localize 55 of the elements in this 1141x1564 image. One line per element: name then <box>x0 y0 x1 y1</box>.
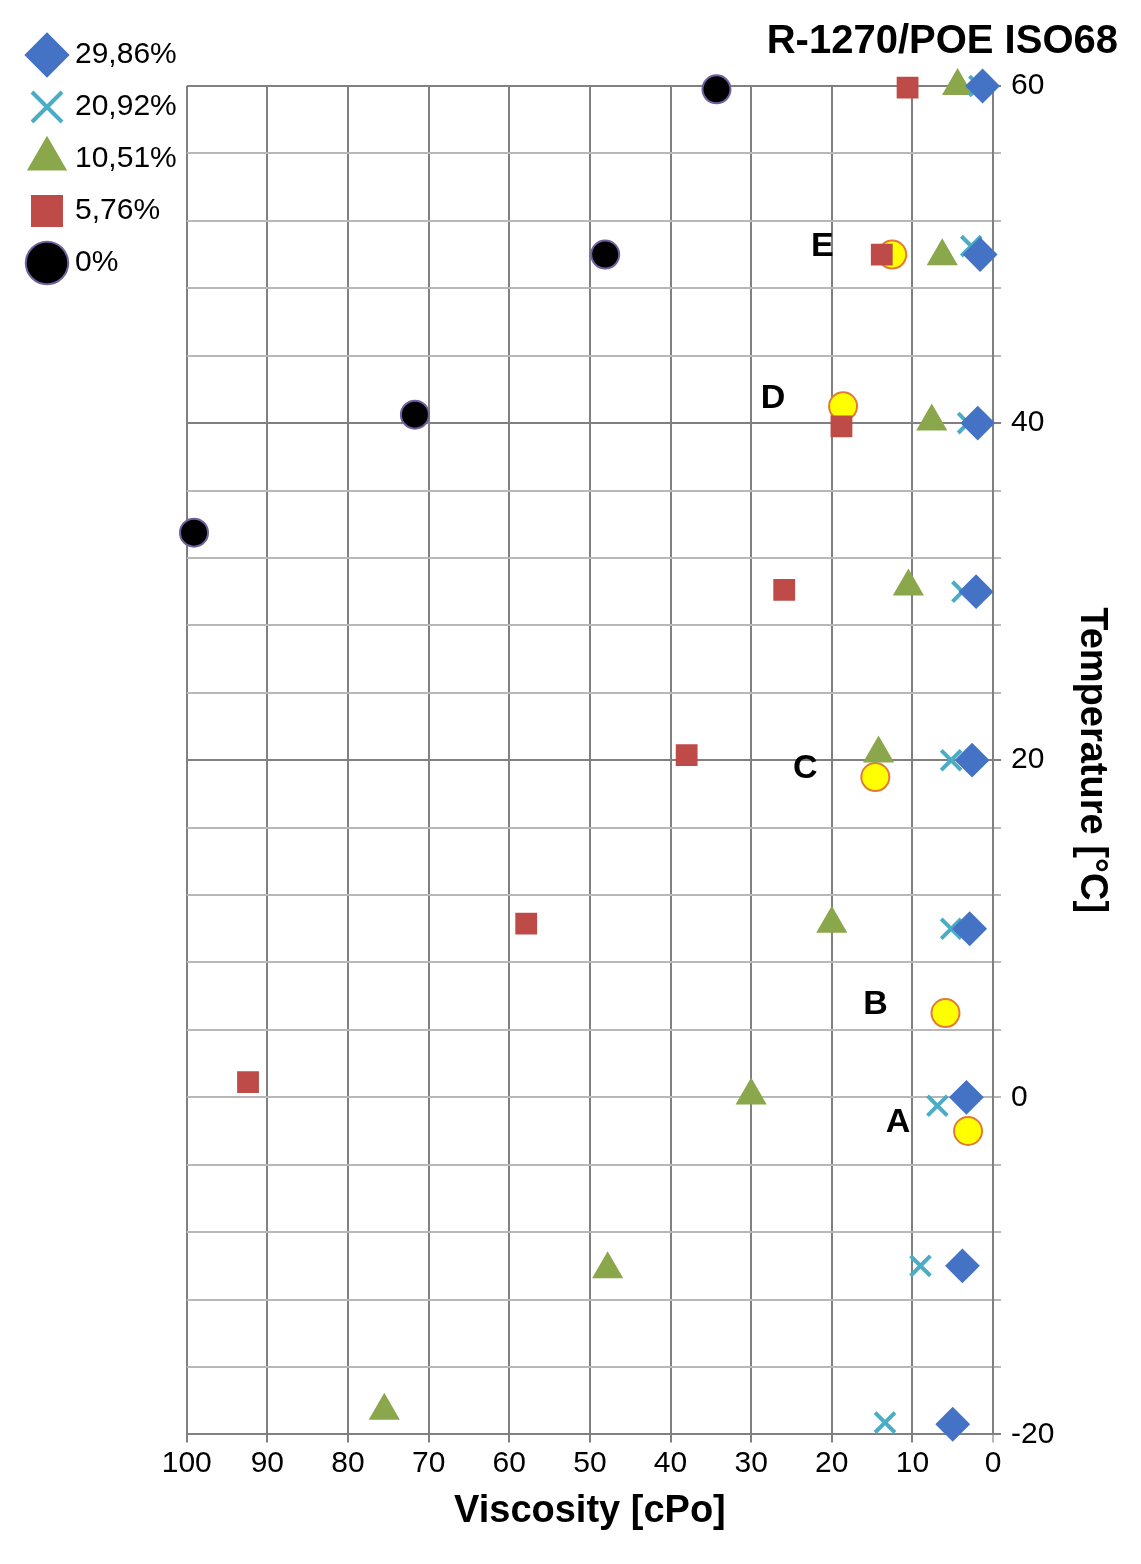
x-tick-label: 20 <box>815 1444 849 1478</box>
x-tick-label: 0 <box>984 1444 1002 1478</box>
annotation: D <box>760 376 786 415</box>
x-axis-title: Viscosity [cPo] <box>454 1487 726 1530</box>
point <box>870 243 893 266</box>
annotation: C <box>793 747 818 786</box>
x-tick-label: 60 <box>492 1444 526 1478</box>
point <box>925 1093 950 1118</box>
x-tick-label: 30 <box>734 1444 768 1478</box>
point <box>930 998 961 1029</box>
annotation: B <box>863 983 888 1022</box>
point <box>945 1248 980 1283</box>
chart-title: R-1270/POE ISO68 <box>766 17 1118 62</box>
point <box>908 1253 933 1278</box>
point <box>179 517 210 548</box>
point <box>860 762 891 793</box>
y-tick-label: 0 <box>1011 1078 1028 1112</box>
x-tick-label: 80 <box>331 1444 365 1478</box>
legend-label: 10,51% <box>75 140 177 174</box>
legend-label: 0% <box>75 244 119 278</box>
y-tick-label: -20 <box>1011 1415 1055 1449</box>
legend-label: 5,76% <box>75 192 161 226</box>
annotation: E <box>810 224 834 263</box>
y-tick-label: 20 <box>1011 741 1045 775</box>
point <box>773 579 796 601</box>
point <box>896 76 919 99</box>
x-tick-label: 40 <box>653 1444 688 1478</box>
y-axis-title: Temperature [°C] <box>1072 607 1115 914</box>
point <box>590 239 621 270</box>
legend-label: 29,86% <box>75 36 177 70</box>
point <box>830 415 853 438</box>
point <box>515 912 538 935</box>
point <box>963 237 998 272</box>
x-tick-label: 70 <box>411 1444 446 1478</box>
point <box>960 406 995 441</box>
point <box>237 1071 259 1094</box>
x-tick-label: 100 <box>161 1444 212 1478</box>
annotation: A <box>885 1101 911 1140</box>
x-tick-label: 10 <box>895 1444 930 1478</box>
point <box>949 1080 984 1115</box>
point <box>399 399 430 430</box>
point <box>953 1116 984 1147</box>
point <box>959 574 994 609</box>
point <box>955 743 990 778</box>
point <box>935 1407 970 1442</box>
point <box>965 69 1000 103</box>
y-tick-label: 60 <box>1011 67 1045 101</box>
x-tick-label: 50 <box>573 1444 607 1478</box>
point <box>952 911 987 946</box>
point <box>675 744 698 767</box>
point <box>701 74 732 105</box>
point <box>873 1410 897 1435</box>
legend-label: 20,92% <box>75 88 177 122</box>
x-tick-label: 90 <box>250 1444 285 1478</box>
y-tick-label: 40 <box>1011 404 1045 438</box>
